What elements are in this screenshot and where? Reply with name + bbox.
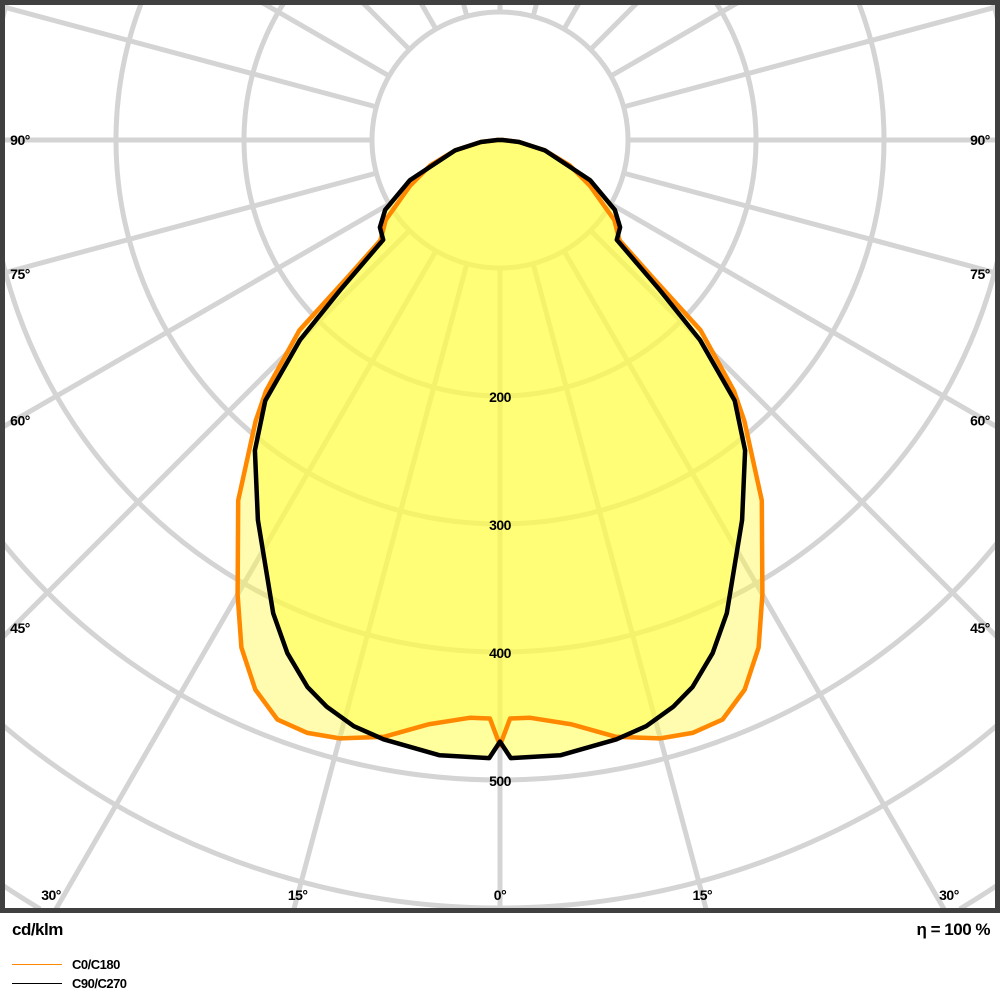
grid-spoke [3, 170, 378, 276]
radial-tick-label: 400 [489, 645, 512, 661]
legend-swatch-black [12, 983, 62, 984]
grid-spoke [609, 3, 739, 79]
grid-spoke [361, 3, 412, 52]
efficiency-label: η = 100 % [916, 920, 991, 939]
grid-spoke [622, 4, 997, 110]
angle-label-bottom: 15° [692, 887, 712, 903]
intensity-curves [235, 137, 765, 761]
radial-tick-label: 300 [489, 517, 512, 533]
grid-spoke [530, 3, 540, 18]
legend-item-c90-c270: C90/C270 [12, 976, 127, 991]
angle-label-bottom: 0° [494, 887, 506, 903]
axis-labels: 200 300 400 500 30° 15° 0° 15° 30° 90° 90° 75° 75° 60… [10, 132, 990, 903]
angle-label-right: 45° [970, 620, 990, 636]
grid-spoke [3, 201, 391, 430]
angle-label-left: 75° [10, 266, 30, 282]
grid-spoke [561, 3, 582, 31]
angle-label-left: 45° [10, 620, 30, 636]
legend-swatch-orange [12, 964, 62, 965]
angle-label-right: 60° [970, 413, 990, 429]
angle-label-bottom: 30° [939, 887, 959, 903]
angle-label-bottom: 30° [41, 887, 61, 903]
angle-label-left: 90° [10, 132, 30, 148]
radial-tick-label: 500 [489, 773, 512, 789]
grid-spoke [418, 3, 439, 31]
chart-frame [0, 0, 1000, 913]
angle-label-right: 75° [970, 266, 990, 282]
angle-label-left: 60° [10, 413, 30, 429]
grid-spoke [460, 3, 470, 18]
radial-tick-label: 200 [489, 389, 512, 405]
angle-label-bottom: 15° [288, 887, 308, 903]
curve-line-c90-c270 [252, 137, 748, 761]
grid-spoke [609, 201, 997, 430]
grid-spoke [588, 3, 639, 52]
legend-item-c0-c180: C0/C180 [12, 957, 120, 972]
curve-fill-c90-c270 [254, 140, 746, 759]
grid-spoke [622, 170, 997, 276]
legend-label: C0/C180 [72, 957, 120, 972]
grid-spoke [3, 4, 378, 110]
grid-spoke [261, 3, 391, 79]
unit-label: cd/klm [12, 920, 63, 939]
legend-label: C90/C270 [72, 976, 127, 991]
angle-label-right: 90° [970, 132, 990, 148]
